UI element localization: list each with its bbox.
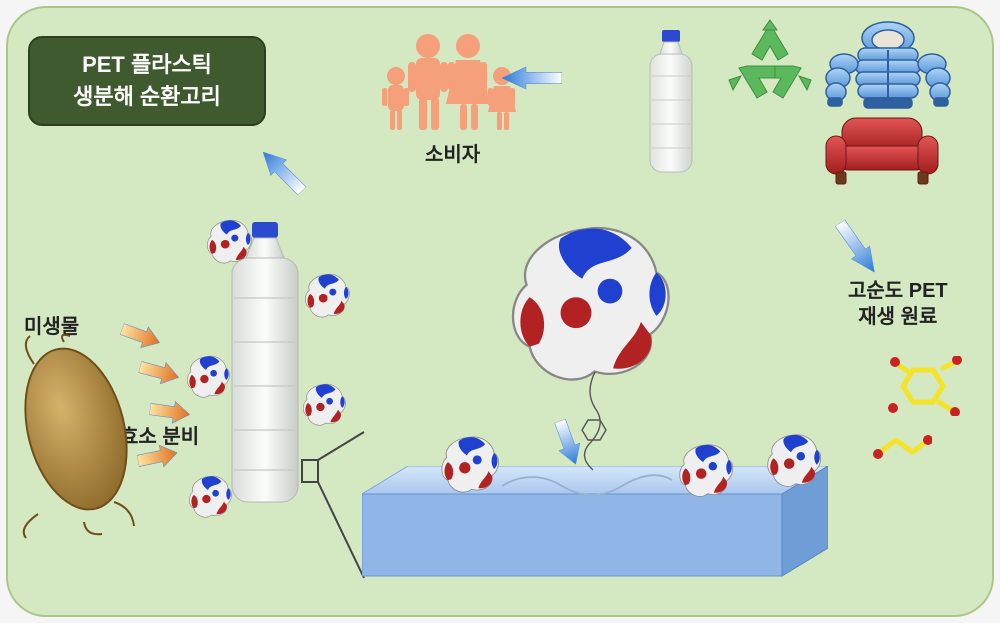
title-box: PET 플라스틱 생분해 순환고리 (28, 36, 266, 126)
petase-enzyme-small (440, 434, 502, 496)
petase-enzyme-large (508, 220, 678, 390)
cycle-arrow (502, 65, 562, 91)
eg-molecule-icon (870, 430, 932, 460)
petase-enzyme-small (206, 218, 254, 266)
pet-surface (362, 466, 828, 578)
petase-enzyme-small (304, 272, 352, 320)
title-line-2: 생분해 순환고리 (73, 81, 221, 113)
label-monomer: 고순도 PET 재생 원료 (848, 278, 948, 330)
petase-enzyme-small (188, 474, 234, 520)
title-line-1: PET 플라스틱 (82, 49, 212, 81)
petase-enzyme-small (766, 432, 824, 490)
petase-enzyme-small (302, 382, 348, 428)
label-consumer: 소비자 (425, 138, 480, 167)
sofa-icon (822, 112, 942, 190)
bottle-top-icon (640, 28, 702, 178)
jacket-icon (818, 20, 958, 115)
microbe-icon (14, 334, 154, 539)
petase-enzyme-small (678, 442, 736, 500)
secretion-arrow (148, 396, 191, 427)
petase-enzyme-small (186, 354, 232, 400)
tpa-molecule-icon (885, 356, 967, 416)
recycle-icon (715, 18, 825, 114)
